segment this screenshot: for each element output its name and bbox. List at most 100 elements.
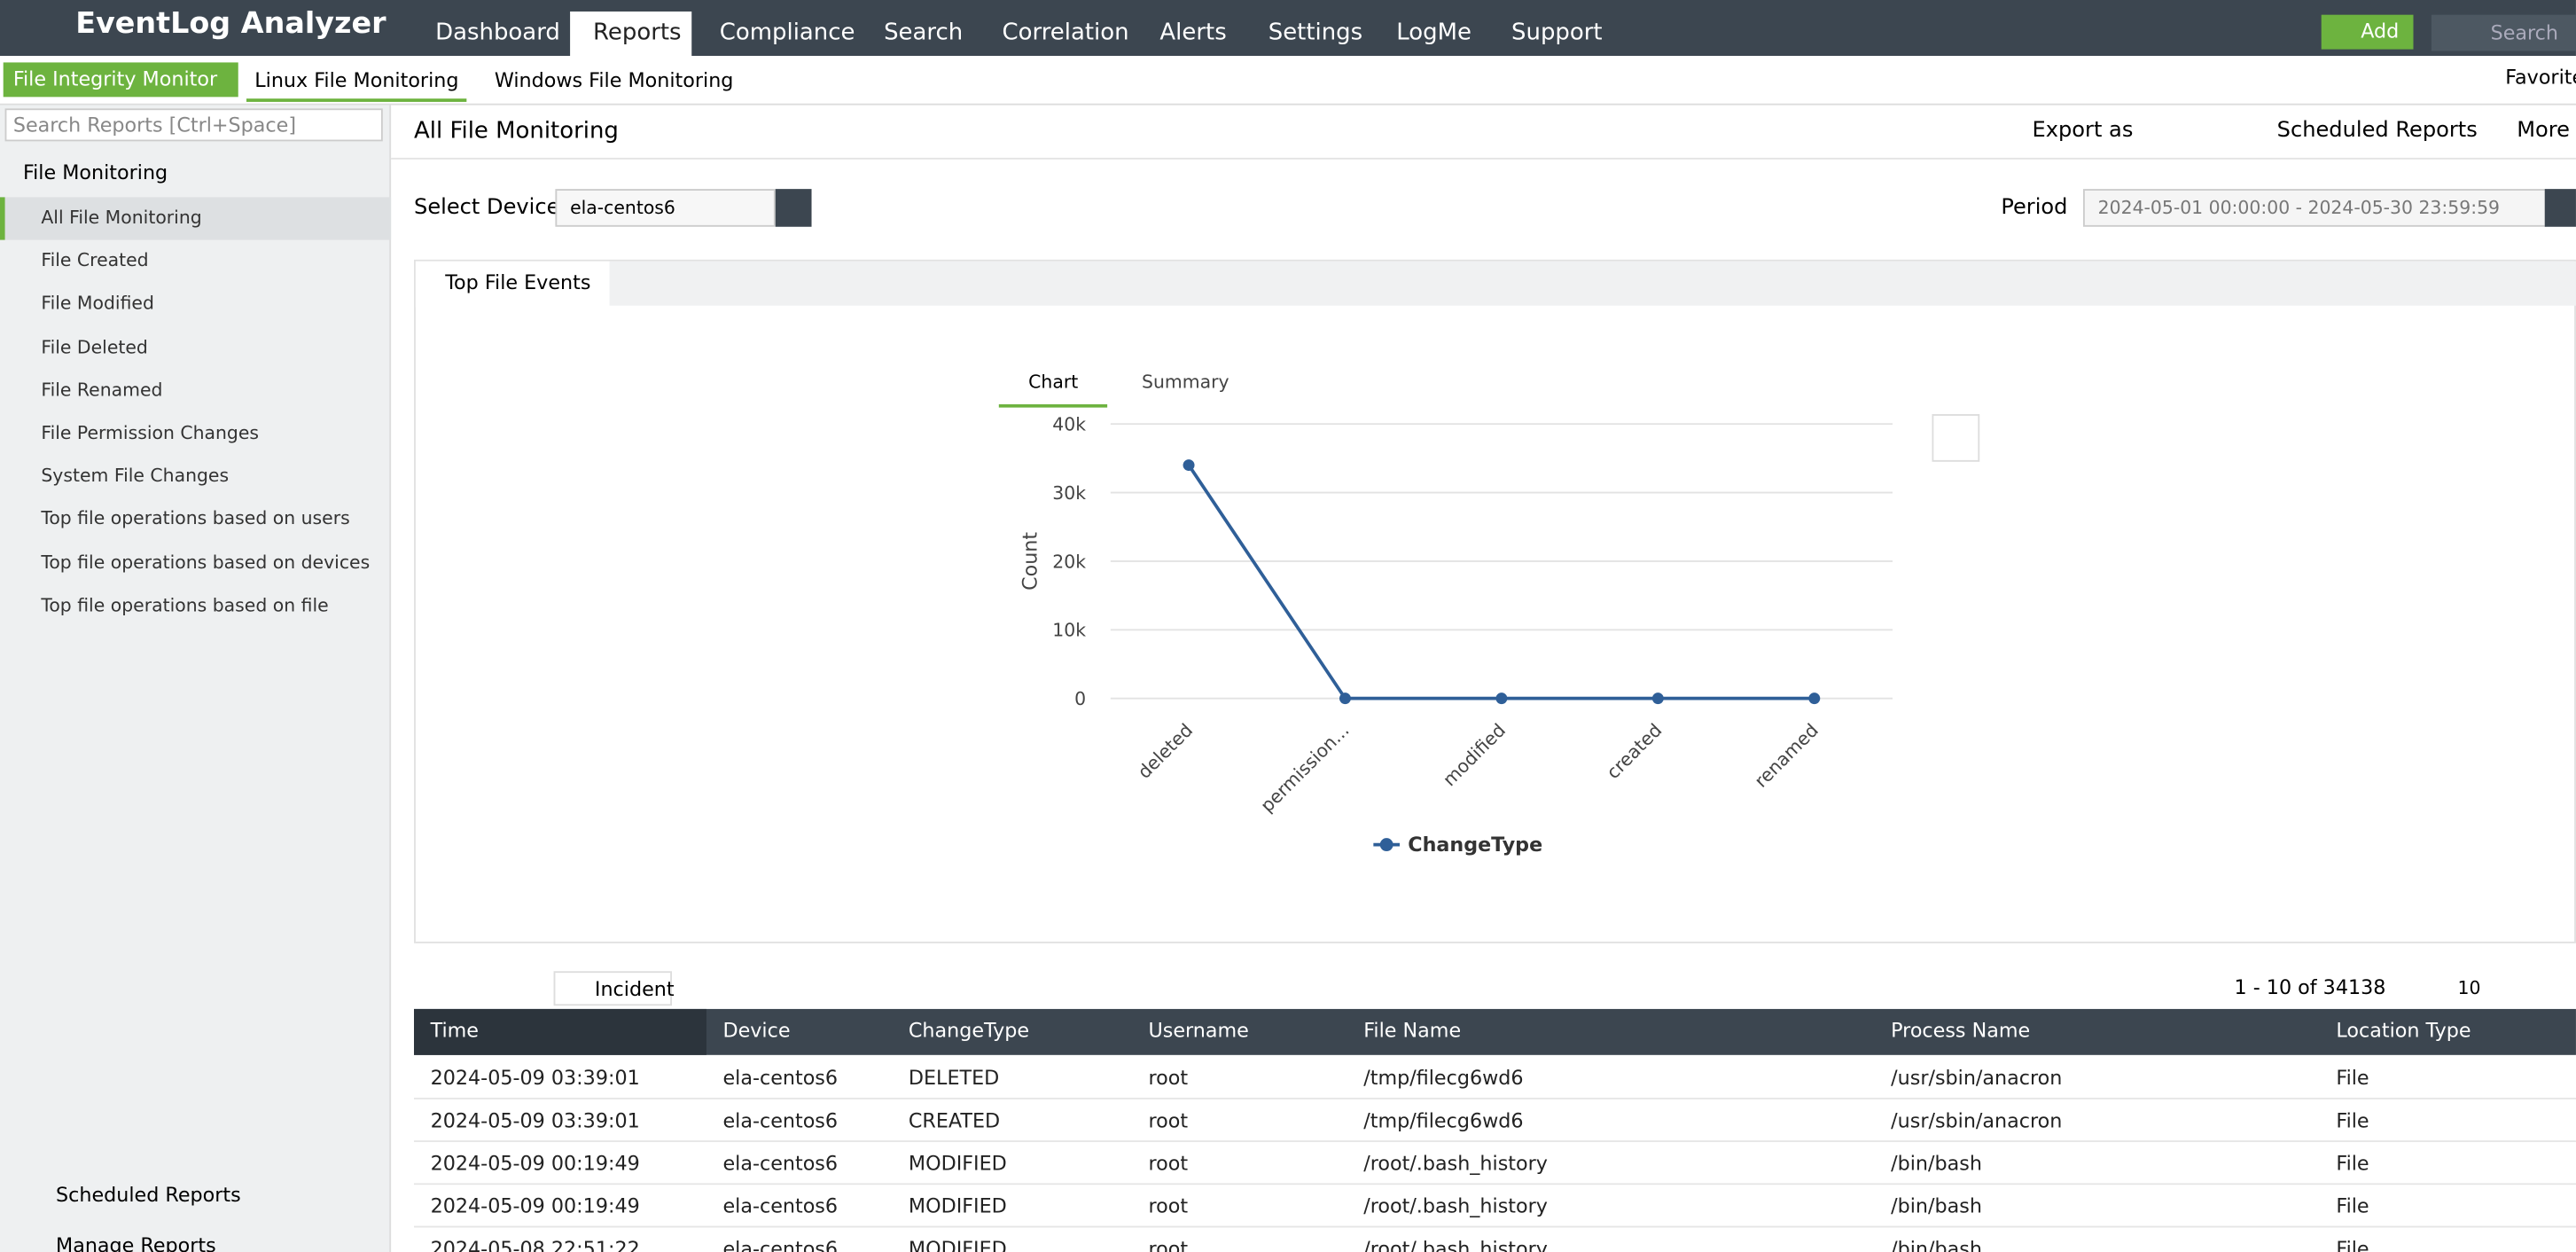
- period-input[interactable]: 2024-05-01 00:00:00 - 2024-05-30 23:59:5…: [2082, 189, 2547, 227]
- top-bar: [0, 0, 2576, 57]
- nav-item[interactable]: Alerts: [1159, 20, 1227, 46]
- nav-item[interactable]: LogMe: [1396, 20, 1472, 46]
- table-cell: root: [1148, 1194, 1189, 1218]
- y-tick-label: 0: [1074, 688, 1086, 709]
- panel: [414, 259, 2576, 943]
- module-select[interactable]: File Integrity Monitor: [3, 62, 238, 98]
- sidebar-item[interactable]: File Deleted: [41, 336, 148, 358]
- sidebar-item[interactable]: Top file operations based on users: [41, 508, 350, 530]
- table-cell: /bin/bash: [1891, 1194, 1982, 1218]
- search-box[interactable]: Search: [2431, 14, 2576, 51]
- incident-button[interactable]: Incident: [553, 971, 675, 1006]
- table-cell: /bin/bash: [1891, 1237, 1982, 1252]
- y-axis-label: Count: [1019, 532, 1042, 591]
- nav-item[interactable]: Settings: [1268, 20, 1363, 46]
- table-row: [414, 1142, 2576, 1185]
- subtab[interactable]: Windows File Monitoring: [494, 68, 734, 92]
- column-header[interactable]: Username: [1148, 1019, 1249, 1042]
- table-cell: root: [1148, 1152, 1189, 1176]
- nav-item[interactable]: Dashboard: [435, 20, 560, 46]
- brand: EventLog Analyzer: [75, 6, 386, 42]
- sidebar-item[interactable]: File Created: [41, 250, 149, 272]
- table-cell: ela-centos6: [722, 1066, 839, 1090]
- x-tick-label: created: [1603, 719, 1667, 783]
- table-cell: File: [2336, 1152, 2369, 1176]
- table-header-sorted: [414, 1008, 706, 1055]
- y-tick-label: 40k: [1052, 414, 1086, 435]
- nav-item[interactable]: Reports: [593, 20, 682, 46]
- panel-bar: [415, 261, 2576, 306]
- table-cell: DELETED: [908, 1066, 1000, 1090]
- column-header[interactable]: Location Type: [2336, 1019, 2471, 1042]
- legend-marker: [1379, 838, 1393, 852]
- table-cell: 2024-05-09 03:39:01: [430, 1066, 640, 1090]
- table-cell: ela-centos6: [722, 1152, 839, 1176]
- nav-item[interactable]: Search: [884, 20, 964, 46]
- device-add[interactable]: [775, 189, 812, 227]
- column-header[interactable]: Device: [722, 1019, 791, 1042]
- chart-dropdown[interactable]: [1932, 414, 1980, 462]
- sidebar-active: [0, 197, 392, 240]
- sidebar-item[interactable]: File Renamed: [41, 379, 163, 401]
- table-cell: MODIFIED: [908, 1194, 1007, 1218]
- page-size[interactable]: 10: [2457, 977, 2481, 999]
- table-header: [414, 1008, 2576, 1055]
- sidebar-footer[interactable]: Scheduled Reports: [56, 1183, 241, 1207]
- chart-tab[interactable]: Summary: [1142, 371, 1229, 393]
- scheduled[interactable]: Scheduled Reports: [2276, 118, 2478, 144]
- sidebar: [0, 105, 392, 1252]
- sidebar-search[interactable]: Search Reports [Ctrl+Space]: [4, 108, 383, 142]
- table-cell: /bin/bash: [1891, 1152, 1982, 1176]
- table-row: [414, 1057, 2576, 1099]
- column-header[interactable]: Process Name: [1891, 1019, 2031, 1042]
- x-tick-label: modified: [1439, 719, 1510, 790]
- column-header[interactable]: File Name: [1363, 1019, 1462, 1042]
- device-input[interactable]: ela-centos6: [555, 189, 776, 227]
- table-cell: MODIFIED: [908, 1152, 1007, 1176]
- more[interactable]: More: [2517, 118, 2570, 144]
- nav-active-bg: [570, 11, 692, 57]
- calendar[interactable]: [2544, 189, 2576, 227]
- table-cell: /tmp/filecg6wd6: [1363, 1066, 1524, 1090]
- period-label: Period: [2001, 195, 2068, 221]
- nav-item[interactable]: Support: [1511, 20, 1603, 46]
- y-tick-label: 30k: [1052, 482, 1086, 504]
- data-point: [1339, 693, 1351, 705]
- favorites[interactable]: Favorite: [2505, 66, 2576, 90]
- table-cell: ela-centos6: [722, 1237, 839, 1252]
- table-cell: File: [2336, 1108, 2369, 1132]
- nav-item[interactable]: Compliance: [719, 20, 855, 46]
- table-cell: File: [2336, 1237, 2369, 1252]
- sidebar-item[interactable]: Top file operations based on devices: [41, 551, 371, 574]
- add-button[interactable]: Add: [2321, 14, 2414, 50]
- x-tick-label: renamed: [1750, 719, 1822, 791]
- sidebar-footer[interactable]: Manage Reports: [56, 1233, 216, 1252]
- report-title: All File Monitoring: [414, 118, 619, 145]
- sidebar-item[interactable]: Top file operations based on file: [41, 594, 329, 616]
- table-cell: root: [1148, 1108, 1189, 1132]
- column-header[interactable]: ChangeType: [908, 1019, 1030, 1042]
- table-cell: File: [2336, 1066, 2369, 1090]
- table-cell: CREATED: [908, 1108, 1001, 1132]
- panel-tab[interactable]: Top File Events: [415, 261, 610, 308]
- nav-item[interactable]: Correlation: [1002, 20, 1129, 46]
- x-tick-label: deleted: [1134, 719, 1198, 783]
- subtab[interactable]: Linux File Monitoring: [246, 66, 467, 102]
- series-line: [1187, 464, 1815, 700]
- column-header[interactable]: Time: [430, 1019, 480, 1042]
- table-cell: ela-centos6: [722, 1108, 839, 1132]
- chart-tab[interactable]: Chart: [998, 372, 1108, 408]
- sidebar-item[interactable]: All File Monitoring: [41, 207, 202, 229]
- sidebar-item[interactable]: File Modified: [41, 293, 154, 315]
- pagination: 1 - 10 of 34138: [2234, 975, 2386, 999]
- divider: [391, 157, 2576, 160]
- sidebar-item[interactable]: File Permission Changes: [41, 422, 260, 444]
- table-cell: 2024-05-08 22:51:22: [430, 1237, 640, 1252]
- table-cell: MODIFIED: [908, 1237, 1007, 1252]
- sidebar-group[interactable]: File Monitoring: [22, 160, 168, 184]
- export[interactable]: Export as: [2032, 118, 2134, 144]
- sidebar-item[interactable]: System File Changes: [41, 465, 230, 487]
- data-point: [1808, 693, 1821, 705]
